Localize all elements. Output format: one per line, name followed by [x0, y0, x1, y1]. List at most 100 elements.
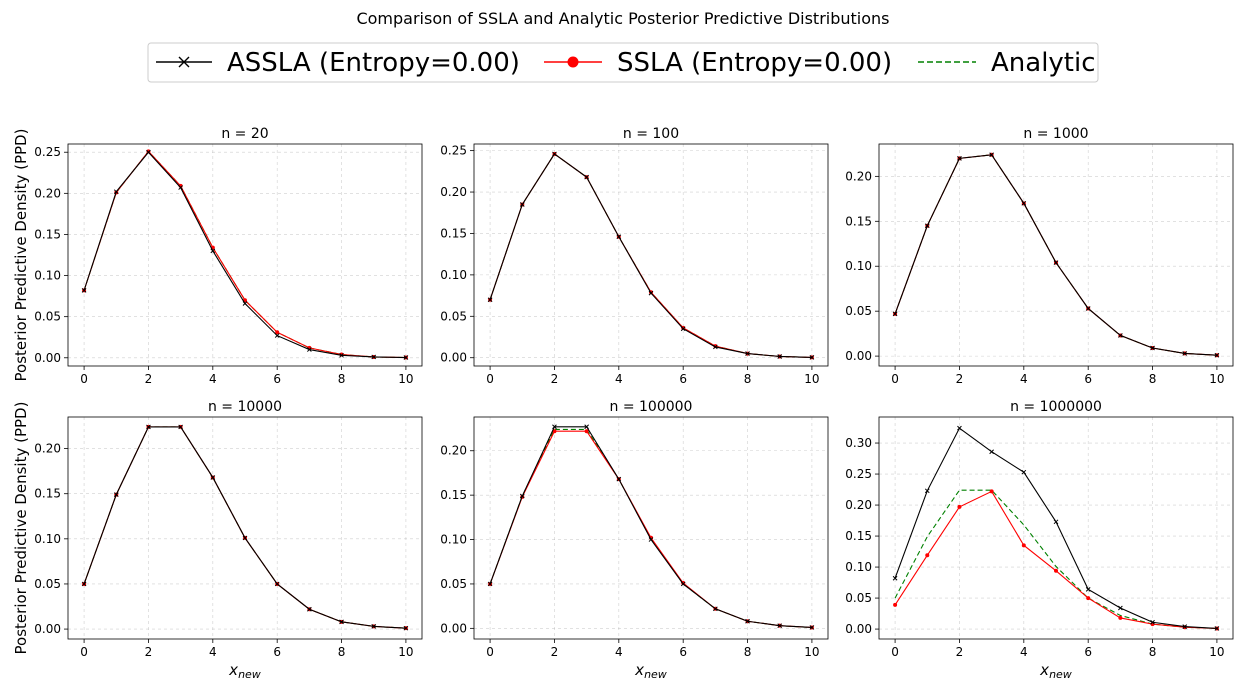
- x-tick-label: 4: [615, 372, 623, 386]
- x-tick-label: 10: [398, 372, 413, 386]
- data-point-assla: [616, 234, 622, 240]
- y-tick-label: 0.30: [845, 436, 872, 450]
- x-tick-label: 0: [80, 645, 88, 659]
- x-tick-label: 8: [338, 372, 346, 386]
- x-tick-label: 4: [1020, 645, 1028, 659]
- series-line-ssla: [83, 150, 406, 359]
- data-point-assla: [1021, 469, 1027, 475]
- data-point-assla: [1118, 605, 1123, 611]
- data-point-assla: [989, 152, 994, 158]
- data-point-ssla: [925, 553, 930, 558]
- data-point-assla: [1053, 260, 1059, 265]
- data-point-assla: [487, 297, 493, 303]
- data-point-assla: [680, 326, 686, 332]
- plot-frame: [67, 143, 423, 367]
- data-point-assla: [957, 425, 962, 431]
- legend-marker-assla: [178, 56, 190, 68]
- data-point-assla: [892, 575, 898, 581]
- data-point-assla: [989, 449, 994, 455]
- data-point-assla: [957, 156, 962, 161]
- plot-frame: [473, 143, 829, 367]
- x-tick-label: 8: [338, 645, 346, 659]
- panel-title: n = 1000: [1023, 126, 1088, 142]
- data-point-assla: [1085, 306, 1091, 311]
- plot-frame: [878, 416, 1234, 640]
- x-tick-label: 6: [679, 645, 687, 659]
- series-line-assla: [894, 154, 1217, 356]
- y-tick-label: 0.20: [34, 186, 61, 200]
- data-point-assla: [1150, 345, 1155, 351]
- data-point-assla: [403, 625, 409, 631]
- data-point-assla: [892, 311, 898, 317]
- y-tick-label: 0.20: [440, 444, 467, 458]
- panel-title: n = 1000000: [1010, 399, 1102, 415]
- data-point-assla: [146, 149, 151, 155]
- chart-panel-5: 0 2 4 6 8 10 0.00 0.05 0.10 0.15 0.20 n = 100000 xne…: [440, 399, 829, 681]
- data-point-ssla: [146, 149, 151, 154]
- panel-title: n = 100: [623, 126, 679, 142]
- legend-entry-assla: ASSLA (Entropy=0.00): [156, 48, 520, 78]
- y-tick-label: 0.15: [34, 487, 61, 501]
- data-point-assla: [1182, 351, 1188, 356]
- data-point-assla: [680, 581, 686, 587]
- x-tick-label: 6: [273, 372, 281, 386]
- x-tick-label: 0: [486, 372, 494, 386]
- data-point-ssla: [584, 429, 589, 434]
- y-axis-label-row-1: Posterior Predictive Density (PPD): [12, 129, 30, 382]
- data-point-assla: [745, 618, 750, 624]
- series-line-analytic: [894, 154, 1217, 356]
- data-point-assla: [81, 288, 87, 293]
- y-tick-label: 0.05: [845, 591, 872, 605]
- series-line-analytic: [489, 153, 812, 358]
- series-line-ssla: [83, 426, 406, 629]
- y-tick-label: 0.25: [440, 144, 467, 158]
- y-tick-label: 0.25: [845, 467, 872, 481]
- data-point-assla: [113, 492, 119, 497]
- x-tick-label: 8: [744, 372, 752, 386]
- legend-entry-analytic: Analytic: [918, 48, 1096, 78]
- data-point-assla: [745, 351, 750, 356]
- data-point-assla: [371, 624, 377, 629]
- data-point-assla: [210, 248, 216, 254]
- data-point-assla: [371, 354, 377, 360]
- y-tick-label: 0.05: [440, 309, 467, 323]
- x-tick-label: 10: [804, 372, 819, 386]
- y-tick-label: 0.15: [845, 529, 872, 543]
- legend-frame: [147, 42, 1099, 83]
- x-tick-label: 10: [1209, 645, 1224, 659]
- plot-frame: [67, 416, 423, 640]
- series-line-analytic: [489, 428, 812, 629]
- plot-frame: [473, 416, 829, 640]
- x-tick-label: 2: [956, 372, 964, 386]
- y-tick-label: 0.00: [34, 351, 61, 365]
- x-tick-label: 2: [145, 372, 153, 386]
- legend-label-assla: ASSLA (Entropy=0.00): [227, 48, 520, 78]
- data-point-assla: [1214, 352, 1220, 358]
- y-tick-label: 0.10: [34, 532, 61, 546]
- x-tick-label: 0: [891, 372, 899, 386]
- x-tick-label: 10: [1209, 372, 1224, 386]
- series-line-analytic: [83, 426, 406, 629]
- y-tick-label: 0.10: [440, 533, 467, 547]
- data-point-assla: [242, 535, 248, 541]
- data-point-assla: [339, 619, 344, 625]
- data-point-assla: [1214, 626, 1220, 631]
- x-tick-label: 2: [551, 372, 559, 386]
- data-point-assla: [339, 352, 344, 358]
- data-point-assla: [777, 623, 783, 629]
- plot-frame: [878, 143, 1234, 367]
- x-tick-label: 4: [209, 372, 217, 386]
- legend-marker-ssla: [567, 56, 579, 68]
- x-tick-label: 8: [1149, 372, 1157, 386]
- y-tick-label: 0.20: [845, 498, 872, 512]
- data-point-ssla: [1021, 543, 1026, 548]
- data-point-assla: [307, 347, 312, 352]
- data-point-ssla: [893, 602, 898, 607]
- x-axis-label: xnew: [634, 661, 667, 681]
- y-tick-label: 0.00: [845, 622, 872, 636]
- data-point-assla: [584, 174, 589, 180]
- x-tick-label: 2: [956, 645, 964, 659]
- x-tick-label: 0: [80, 372, 88, 386]
- chart-panel-2: 0 2 4 6 8 10 0.00 0.05 0.10 0.15 0.20 0.25 n = 100: [440, 126, 829, 386]
